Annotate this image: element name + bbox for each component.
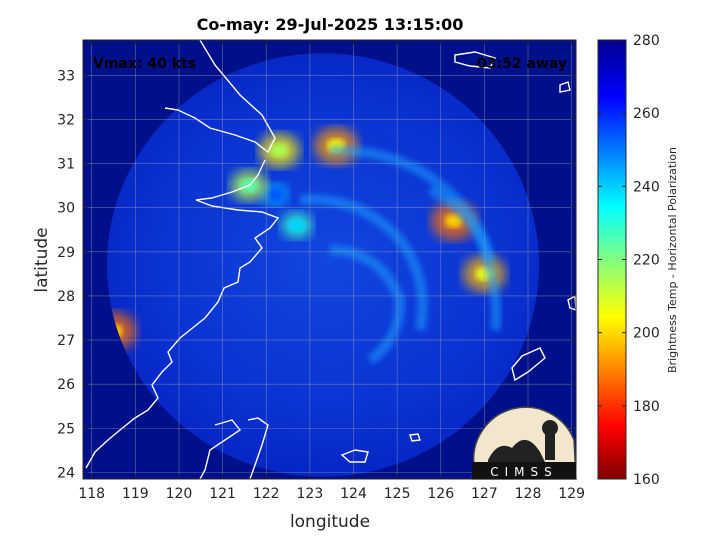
colorbar-gradient [598, 40, 626, 479]
x-tick-label-126: 126 [427, 486, 454, 502]
x-tick-label-121: 121 [209, 486, 236, 502]
x-tick-label-123: 123 [297, 486, 324, 502]
plot-area [83, 40, 576, 479]
rain-band-3 [329, 245, 406, 365]
time-away-label: 03:52 away [477, 56, 567, 72]
cb-tick-label-220: 220 [633, 253, 660, 269]
x-tick-label-122: 122 [253, 486, 280, 502]
vmax-label: Vmax: 40 kts [93, 56, 196, 72]
cb-tick-label-160: 160 [633, 472, 660, 488]
logo-text: CIMSS [490, 465, 558, 479]
x-tick-label-119: 119 [122, 486, 149, 502]
rain-bands [299, 145, 502, 365]
y-tick-label-31: 31 [57, 157, 75, 173]
y-tick-label-29: 29 [57, 245, 75, 261]
chart-title: Co-may: 29-Jul-2025 13:15:00 [197, 15, 464, 34]
x-tick-label-125: 125 [384, 486, 411, 502]
coastline [85, 40, 576, 479]
y-tick-label-27: 27 [57, 333, 75, 349]
colorbar-label: Brightness Temp - Horizontal Polarizatio… [666, 147, 679, 373]
cb-tick-label-260: 260 [633, 106, 660, 122]
y-tick-label-32: 32 [57, 112, 75, 128]
colorbar-ticks: 160 180 200 220 240 260 280 [598, 33, 660, 488]
y-tick-label-24: 24 [57, 465, 75, 481]
cb-tick-label-280: 280 [633, 33, 660, 49]
cb-tick-label-240: 240 [633, 179, 660, 195]
x-tick-label-120: 120 [166, 486, 193, 502]
colorbar: 160 180 200 220 240 260 280 Brightness Temp - … [597, 33, 679, 488]
cb-tick-label-180: 180 [633, 399, 660, 415]
y-axis-label: latitude [32, 227, 52, 292]
y-tick-label-28: 28 [57, 289, 75, 305]
cimss-logo: CIMSS [471, 406, 577, 480]
rain-band-2 [427, 185, 502, 331]
y-tick-label-33: 33 [57, 68, 75, 84]
y-tick-label-25: 25 [57, 421, 75, 437]
y-tick-label-30: 30 [57, 201, 75, 217]
x-tick-label-124: 124 [340, 486, 367, 502]
y-tick-label-26: 26 [57, 377, 75, 393]
y-axis-ticks: 24 25 26 27 28 29 30 31 32 33 [57, 68, 576, 481]
x-tick-label-128: 128 [515, 486, 542, 502]
x-tick-label-129: 129 [558, 486, 585, 502]
feature-core-5 [444, 213, 463, 228]
x-axis-label: longitude [290, 512, 370, 532]
grid [83, 40, 576, 479]
feature-core-2 [287, 218, 306, 233]
plot-frame [82, 39, 577, 480]
x-tick-label-118: 118 [78, 486, 105, 502]
cb-tick-label-200: 200 [633, 326, 660, 342]
x-tick-label-127: 127 [471, 486, 498, 502]
x-axis-ticks: 118 119 120 121 122 123 124 125 126 127 128 129 [78, 40, 585, 502]
feature-core-0 [265, 187, 284, 202]
feature-core-3 [270, 143, 289, 158]
rain-band-1 [299, 194, 428, 331]
